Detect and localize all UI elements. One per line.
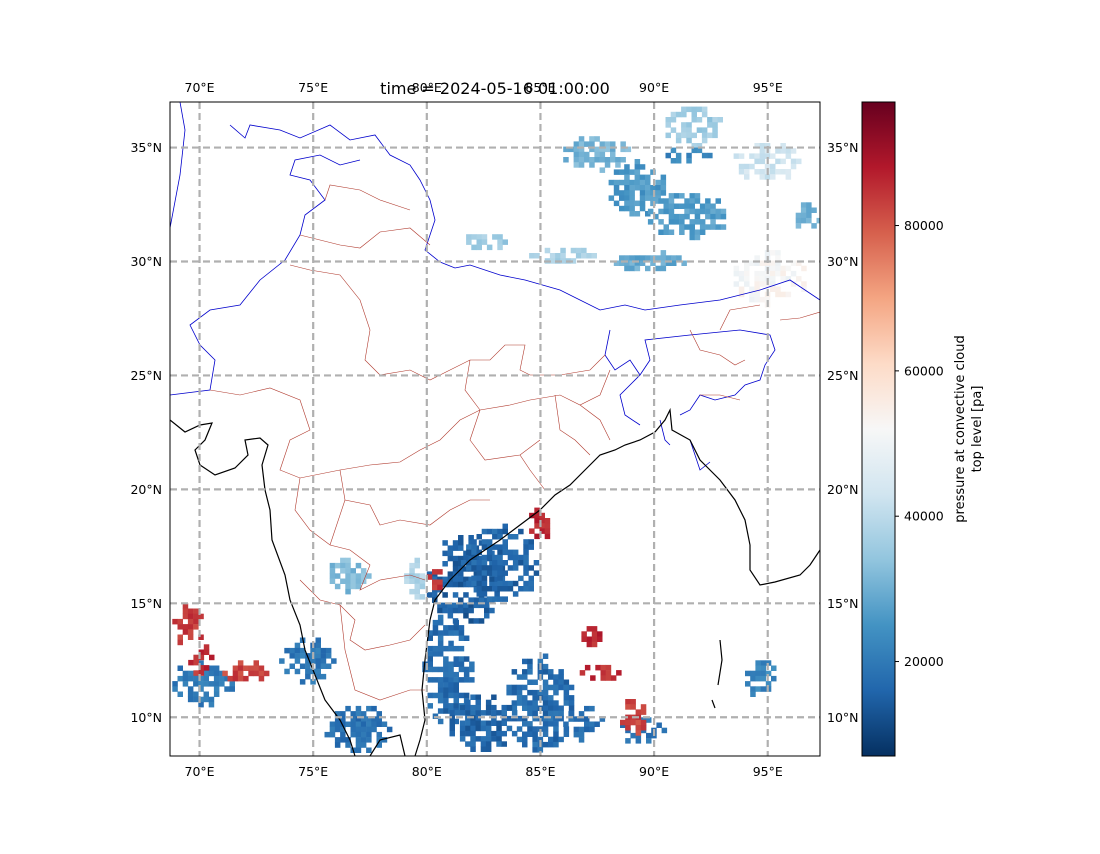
field-region: [647, 193, 727, 241]
boundaries-layer: [170, 102, 820, 756]
colorbar: 20000 40000 60000 80000 pressure at convect…: [861, 101, 985, 757]
lat-tick-label-right: 25°N: [827, 368, 859, 383]
field-region: [466, 234, 508, 251]
field-region: [563, 705, 606, 743]
lon-tick-label-bottom: 75°E: [298, 764, 328, 779]
colorbar-tick-label: 40000: [904, 509, 944, 524]
state-borders: [209, 184, 820, 701]
field-region: [222, 660, 270, 682]
coastline: [170, 407, 820, 756]
lat-tick-label-left: 25°N: [130, 368, 162, 383]
colorbar-tick-label: 60000: [904, 363, 944, 378]
lat-tick-label-left: 15°N: [130, 596, 162, 611]
colorbar-label-line1: pressure at convective cloud: [953, 335, 968, 522]
lon-tick-label-top: 75°E: [298, 80, 328, 95]
map-title: time = 2024-05-16 01:00:00: [380, 79, 610, 98]
colorbar-ticks: 20000 40000 60000 80000: [895, 218, 944, 669]
field-region: [665, 106, 723, 149]
field-region: [188, 644, 215, 676]
field-region: [404, 557, 426, 600]
lon-tick-label-top: 85°E: [525, 80, 555, 95]
field-region: [460, 523, 540, 602]
axis-tick-labels: 70°E 70°E 75°E 75°E 80°E 80°E 85°E 85°E 90°E 90°E…: [130, 80, 858, 779]
field-region: [563, 136, 632, 173]
lon-tick-label-top: 95°E: [753, 80, 783, 95]
lon-tick-label-bottom: 80°E: [412, 764, 442, 779]
lat-tick-label-left: 30°N: [130, 254, 162, 269]
colorbar-label-line2: top level [pa]: [970, 386, 985, 473]
map-background: [170, 102, 820, 756]
field-region: [324, 705, 393, 753]
lon-tick-label-top: 70°E: [185, 80, 215, 95]
field-region: [329, 557, 372, 595]
lon-tick-label-bottom: 90°E: [639, 764, 669, 779]
field-region: [172, 660, 235, 708]
field-region: [506, 653, 575, 753]
field-region: [426, 569, 443, 591]
field-region: [529, 247, 597, 264]
colorbar-tick-label: 20000: [904, 654, 944, 669]
colorbar-bar: [861, 101, 896, 757]
map-frame: [169, 101, 821, 757]
lon-tick-label-bottom: 95°E: [753, 764, 783, 779]
field-region: [608, 159, 667, 217]
lon-tick-label-top: 80°E: [412, 80, 442, 95]
field-region: [581, 626, 603, 648]
lat-tick-label-right: 20°N: [827, 482, 859, 497]
lat-tick-label-right: 10°N: [827, 710, 859, 725]
colorbar-tick-label: 80000: [904, 218, 944, 233]
field-region: [579, 664, 622, 681]
field-region: [665, 147, 713, 164]
field-region: [613, 250, 687, 272]
field-region: [795, 202, 820, 229]
lon-tick-label-top: 90°E: [639, 80, 669, 95]
lat-tick-label-left: 35°N: [130, 140, 162, 155]
cloud-top-pressure-field: [172, 106, 820, 753]
lon-tick-label-bottom: 70°E: [185, 764, 215, 779]
lat-tick-label-right: 30°N: [827, 254, 859, 269]
lat-tick-label-left: 20°N: [130, 482, 162, 497]
lat-tick-label-right: 35°N: [827, 140, 859, 155]
field-region: [172, 603, 204, 646]
lat-tick-label-left: 10°N: [130, 710, 162, 725]
lat-tick-label-right: 15°N: [827, 596, 859, 611]
gridlines: [170, 102, 820, 756]
lon-tick-label-bottom: 85°E: [525, 764, 555, 779]
